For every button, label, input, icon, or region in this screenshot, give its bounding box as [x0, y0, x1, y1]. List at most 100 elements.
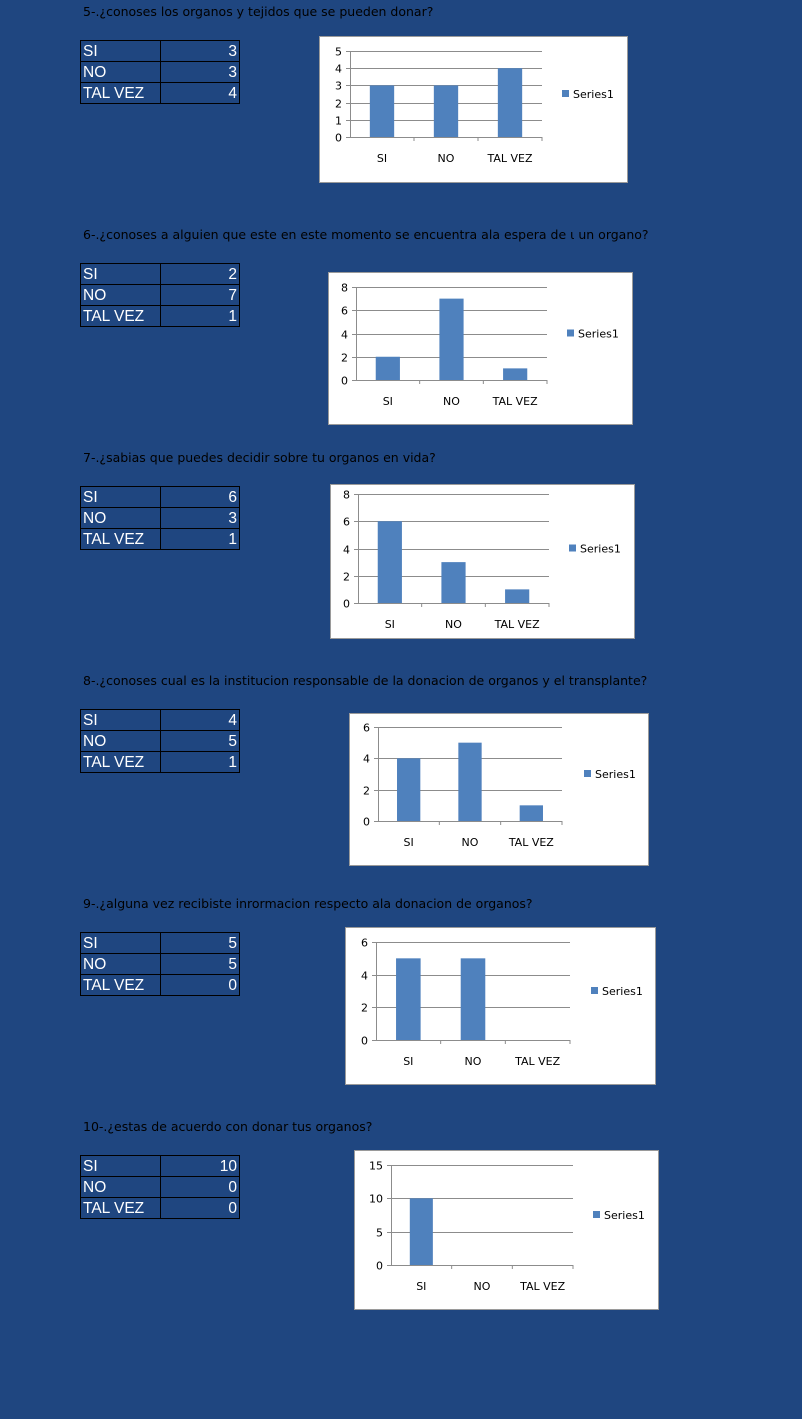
answer-label: NO [80, 730, 161, 752]
y-tick-label: 0 [363, 816, 370, 829]
table-row: TAL VEZ 0 [80, 974, 240, 996]
y-tick-label: 2 [335, 98, 342, 111]
answer-label: SI [80, 709, 161, 731]
table-row: TAL VEZ 1 [80, 305, 240, 327]
table-row: NO 3 [80, 507, 240, 529]
y-tick-label: 5 [376, 1227, 383, 1240]
answer-label: SI [80, 932, 161, 954]
y-tick-label: 4 [343, 544, 350, 557]
answer-label: SI [80, 1155, 161, 1177]
x-tick-label: TAL VEZ [514, 1055, 560, 1068]
answer-count: 6 [160, 486, 240, 508]
answer-count: 1 [160, 528, 240, 550]
table-row: SI 10 [80, 1155, 240, 1177]
x-tick-label: TAL VEZ [508, 836, 554, 849]
bar-no [460, 958, 486, 1040]
answer-count: 1 [160, 305, 240, 327]
y-tick-label: 1 [335, 115, 342, 128]
answer-count: 3 [160, 61, 240, 83]
x-tick-label: TAL VEZ [519, 1280, 565, 1293]
answer-label: NO [80, 507, 161, 529]
x-tick-label: NO [438, 152, 455, 165]
x-tick-label: SI [403, 1055, 413, 1068]
legend-label: Series1 [604, 1209, 645, 1222]
x-tick-label: NO [443, 395, 460, 408]
answer-label: TAL VEZ [80, 751, 161, 773]
y-tick-label: 0 [361, 1035, 368, 1048]
answer-label: SI [80, 263, 161, 285]
table-row: NO 5 [80, 730, 240, 752]
table-row: SI 4 [80, 709, 240, 731]
legend-swatch [567, 329, 574, 337]
legend-label: Series1 [580, 543, 621, 556]
answer-label: TAL VEZ [80, 1197, 161, 1219]
y-tick-label: 0 [343, 598, 350, 611]
answer-label: TAL VEZ [80, 305, 161, 327]
y-tick-label: 2 [341, 352, 348, 365]
legend-label: Series1 [595, 768, 636, 781]
table-row: NO 3 [80, 61, 240, 83]
bar-tal-vez [497, 68, 523, 137]
answer-table: SI 3 NO 3 TAL VEZ 4 [80, 40, 240, 104]
y-tick-label: 5 [335, 46, 342, 59]
x-tick-label: SI [377, 152, 387, 165]
y-tick-label: 2 [363, 785, 370, 798]
answer-count: 3 [160, 40, 240, 62]
answer-count: 4 [160, 82, 240, 104]
legend-swatch [584, 770, 591, 777]
question-title: 5-.¿conoses los organos y tejidos que se… [83, 4, 434, 19]
bar-no [439, 298, 464, 380]
bar-chart: 0 2 4 6 SI NO TAL VEZ Series1 [345, 927, 656, 1085]
legend-swatch [593, 1211, 600, 1218]
answer-label: TAL VEZ [80, 974, 161, 996]
y-tick-label: 4 [363, 753, 370, 766]
x-tick-label: SI [404, 836, 414, 849]
x-tick-label: NO [474, 1280, 491, 1293]
bar-si [375, 356, 400, 380]
answer-count: 10 [160, 1155, 240, 1177]
x-tick-label: SI [383, 395, 393, 408]
question-title: 10-.¿estas de acuerdo con donar tus orga… [83, 1119, 373, 1134]
chart-svg: 0 2 4 6 8 SI NO TAL VEZ Series1 [341, 282, 619, 409]
bar-chart: 0 2 4 6 8 SI NO TAL VEZ Series1 [328, 272, 633, 425]
answer-label: NO [80, 1176, 161, 1198]
x-tick-label: TAL VEZ [494, 618, 540, 631]
x-tick-label: TAL VEZ [492, 395, 538, 408]
table-row: NO 5 [80, 953, 240, 975]
bar-si [397, 758, 421, 821]
chart-svg: 0 2 4 6 SI NO TAL VEZ Series1 [361, 937, 643, 1069]
question-title: 7-.¿sabias que puedes decidir sobre tu o… [83, 450, 436, 465]
bar-tal-vez [505, 589, 530, 603]
bar-si [377, 521, 402, 603]
y-tick-label: 4 [361, 970, 368, 983]
legend-label: Series1 [578, 328, 619, 341]
y-tick-label: 4 [341, 329, 348, 342]
chart-svg: 0 2 4 6 8 SI NO TAL VEZ Series1 [343, 489, 621, 632]
bar-no [458, 742, 482, 821]
table-row: SI 6 [80, 486, 240, 508]
bar-si [396, 958, 421, 1040]
legend-swatch [562, 90, 569, 97]
table-row: NO 7 [80, 284, 240, 306]
y-tick-label: 6 [363, 722, 370, 735]
table-row: SI 5 [80, 932, 240, 954]
bar-chart: 0 2 4 6 SI NO TAL VEZ Series1 [349, 713, 649, 866]
y-tick-label: 0 [341, 375, 348, 388]
answer-count: 0 [160, 974, 240, 996]
bar-no [441, 562, 466, 603]
chart-svg: 0 1 2 3 4 5 SI NO TAL VEZ Series1 [335, 46, 614, 166]
legend-swatch [591, 987, 598, 994]
table-row: TAL VEZ 1 [80, 751, 240, 773]
bar-si [409, 1198, 433, 1265]
legend-label: Series1 [602, 985, 643, 998]
y-tick-label: 0 [335, 132, 342, 145]
answer-table: SI 5 NO 5 TAL VEZ 0 [80, 932, 240, 996]
answer-count: 4 [160, 709, 240, 731]
y-tick-label: 3 [335, 80, 342, 93]
y-tick-label: 4 [335, 63, 342, 76]
bar-tal-vez [503, 368, 528, 380]
x-tick-label: TAL VEZ [486, 152, 532, 165]
answer-count: 3 [160, 507, 240, 529]
answer-label: TAL VEZ [80, 82, 161, 104]
